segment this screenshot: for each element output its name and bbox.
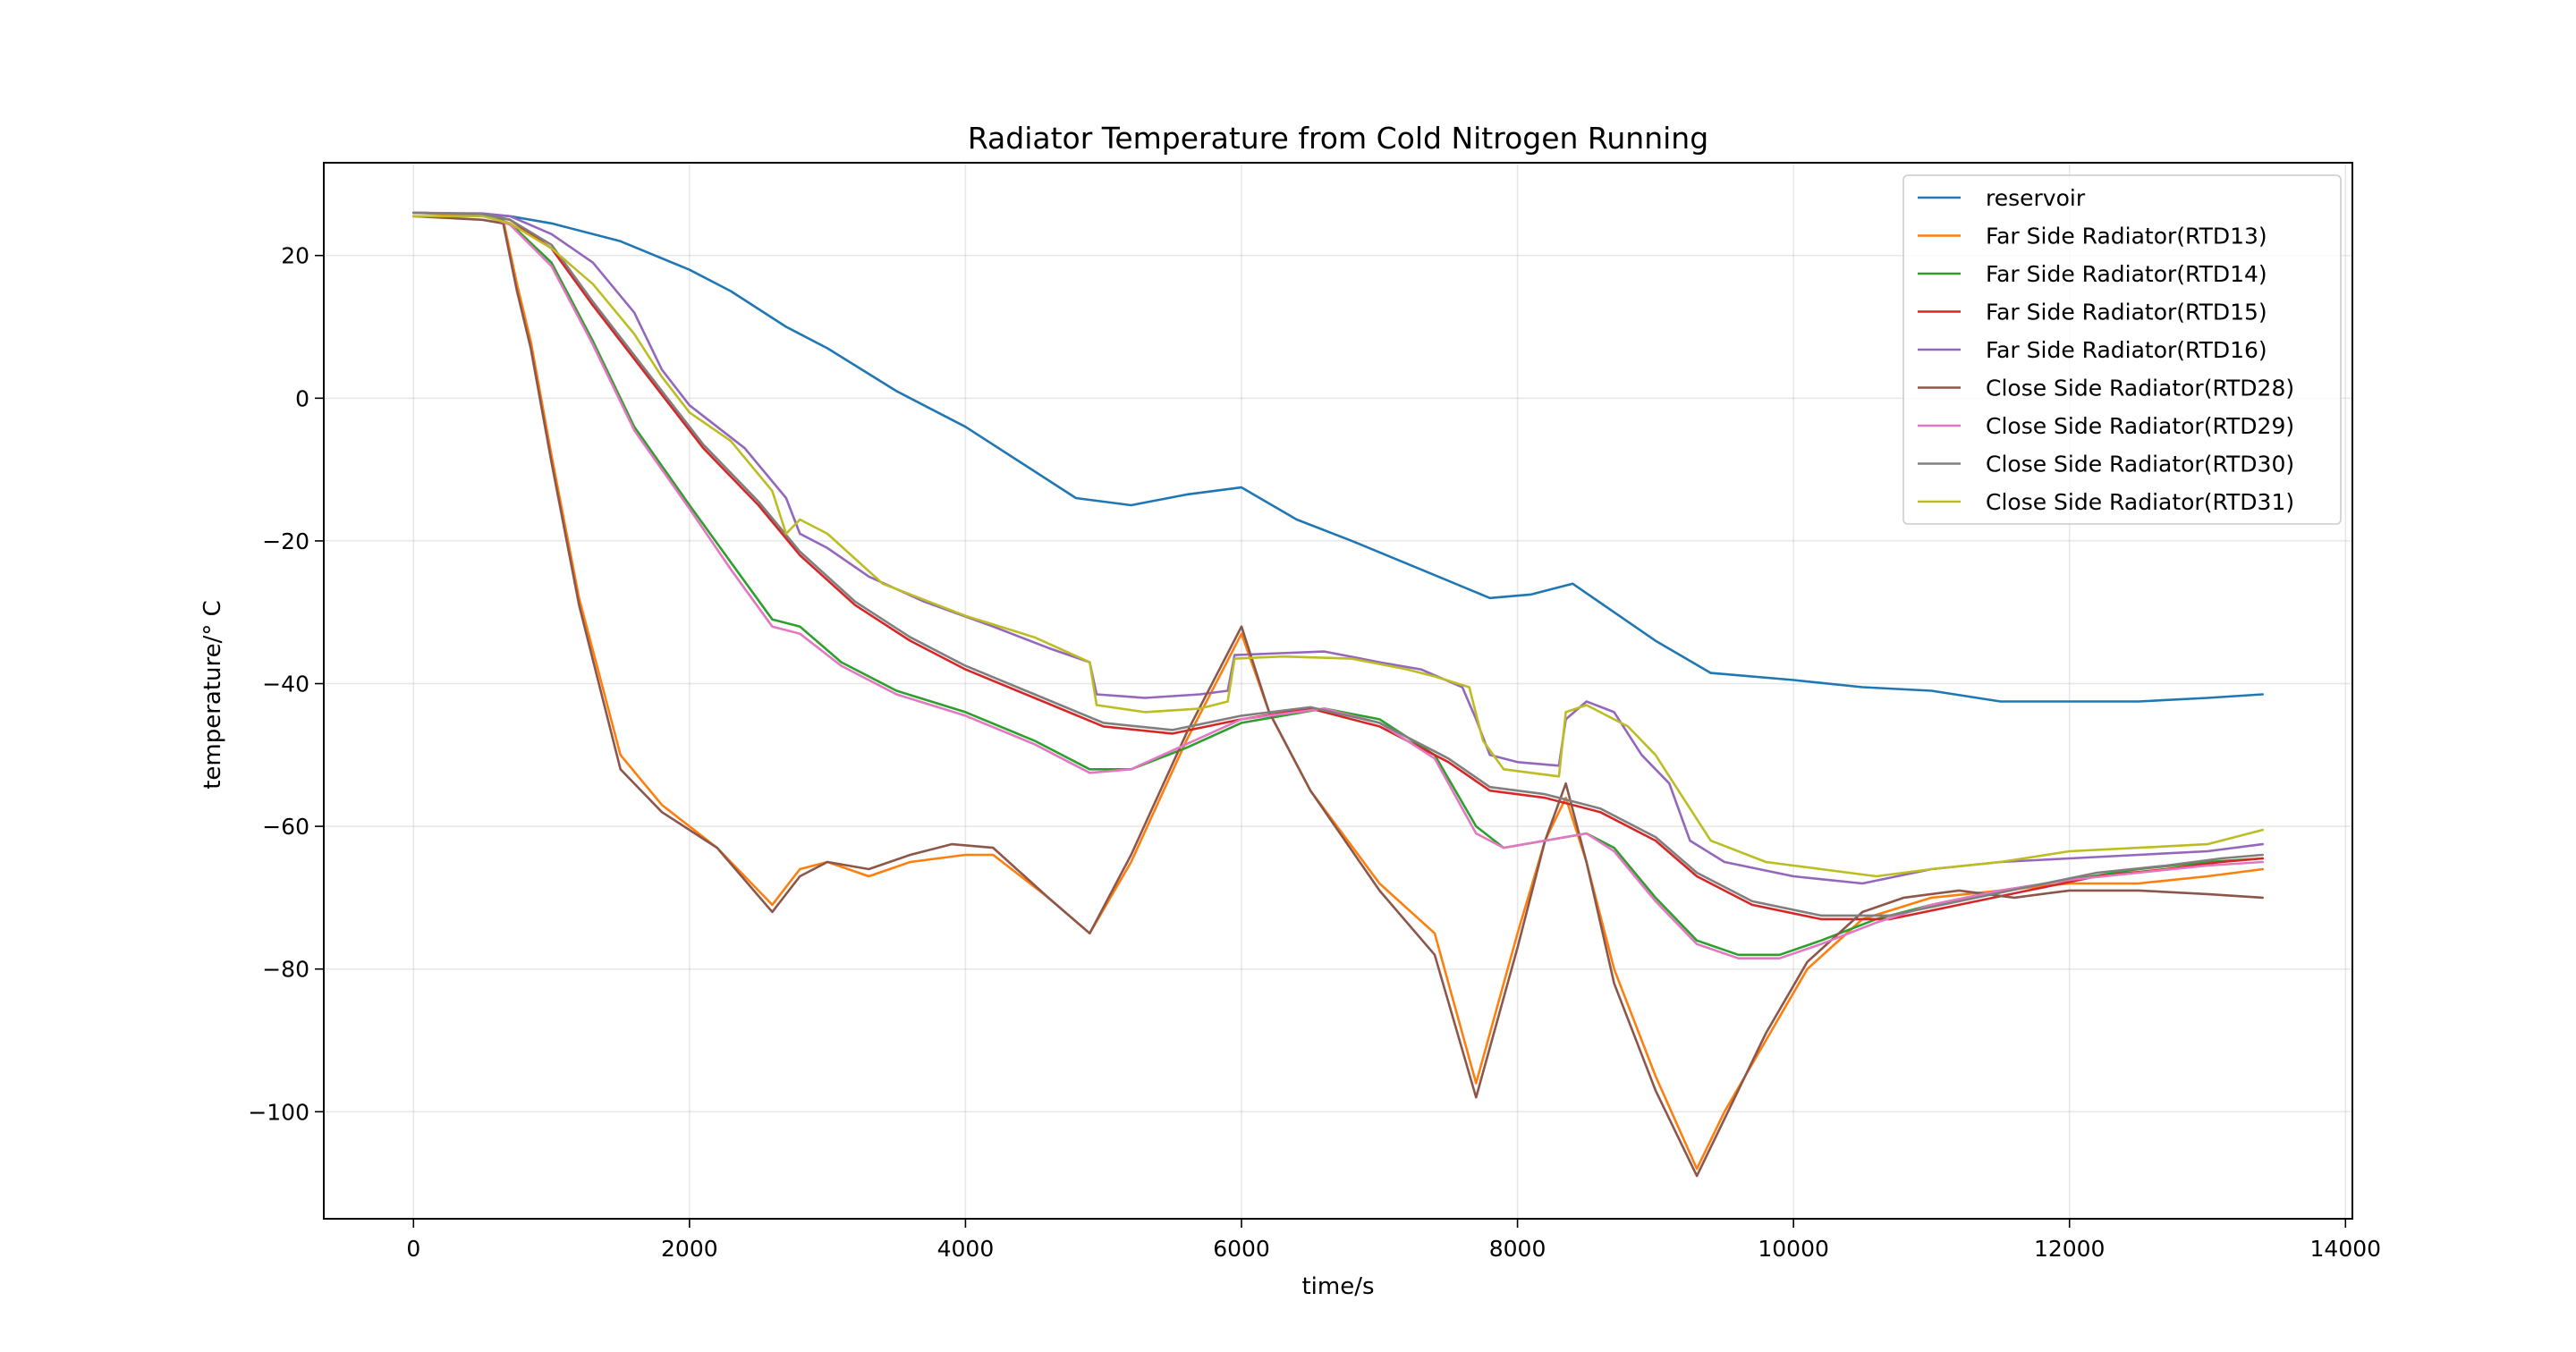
x-tick-label: 4000 bbox=[937, 1236, 995, 1262]
legend-label: Far Side Radiator(RTD13) bbox=[1986, 224, 2267, 249]
x-tick-label: 10000 bbox=[1758, 1236, 1829, 1262]
series-line-9 bbox=[412, 215, 2264, 878]
x-axis-label: time/s bbox=[1301, 1273, 1374, 1300]
legend-label: Close Side Radiator(RTD29) bbox=[1986, 413, 2294, 439]
legend-label: reservoir bbox=[1986, 185, 2086, 211]
y-tick-label: −40 bbox=[262, 672, 309, 697]
legend: reservoir Far Side Radiator(RTD13) Far Sid… bbox=[1902, 174, 2342, 525]
x-tick-label: 2000 bbox=[661, 1236, 718, 1262]
legend-label: Close Side Radiator(RTD30) bbox=[1986, 452, 2294, 477]
y-tick-label: −80 bbox=[262, 957, 309, 983]
y-tick-label: −60 bbox=[262, 814, 309, 840]
plot-frame bbox=[323, 162, 2353, 1220]
x-tick-label: 6000 bbox=[1213, 1236, 1270, 1262]
x-tick-label: 12000 bbox=[2034, 1236, 2106, 1262]
legend-label: Close Side Radiator(RTD28) bbox=[1986, 376, 2294, 401]
y-tick-label: 0 bbox=[295, 385, 309, 411]
y-tick-label: −100 bbox=[248, 1099, 309, 1125]
y-tick-label: 20 bbox=[281, 243, 309, 269]
chart-title: Radiator Temperature from Cold Nitrogen … bbox=[968, 121, 1708, 156]
x-axis-ticks: 0 2000 4000 6000 8000 10000 12000 14000 bbox=[406, 1219, 2381, 1262]
series-line-1 bbox=[412, 211, 2264, 703]
series-line-5 bbox=[412, 211, 2264, 885]
legend-box bbox=[1902, 174, 2342, 525]
legend-label: Far Side Radiator(RTD16) bbox=[1986, 337, 2267, 363]
y-axis-ticks: 20 0 −20 −40 −60 −80 −100 bbox=[248, 243, 324, 1125]
x-tick-label: 0 bbox=[406, 1236, 420, 1262]
x-tick-label: 8000 bbox=[1489, 1236, 1546, 1262]
series-line-4 bbox=[412, 211, 2264, 921]
series-lines bbox=[412, 211, 2264, 1178]
series-line-8 bbox=[412, 211, 2264, 917]
legend-label: Far Side Radiator(RTD15) bbox=[1986, 300, 2267, 325]
series-line-3 bbox=[412, 211, 2264, 957]
x-tick-label: 14000 bbox=[2310, 1236, 2382, 1262]
legend-label: Far Side Radiator(RTD14) bbox=[1986, 261, 2267, 287]
y-axis-label: temperature/° C bbox=[199, 600, 226, 790]
y-tick-label: −20 bbox=[262, 528, 309, 554]
legend-label: Close Side Radiator(RTD31) bbox=[1986, 489, 2294, 515]
